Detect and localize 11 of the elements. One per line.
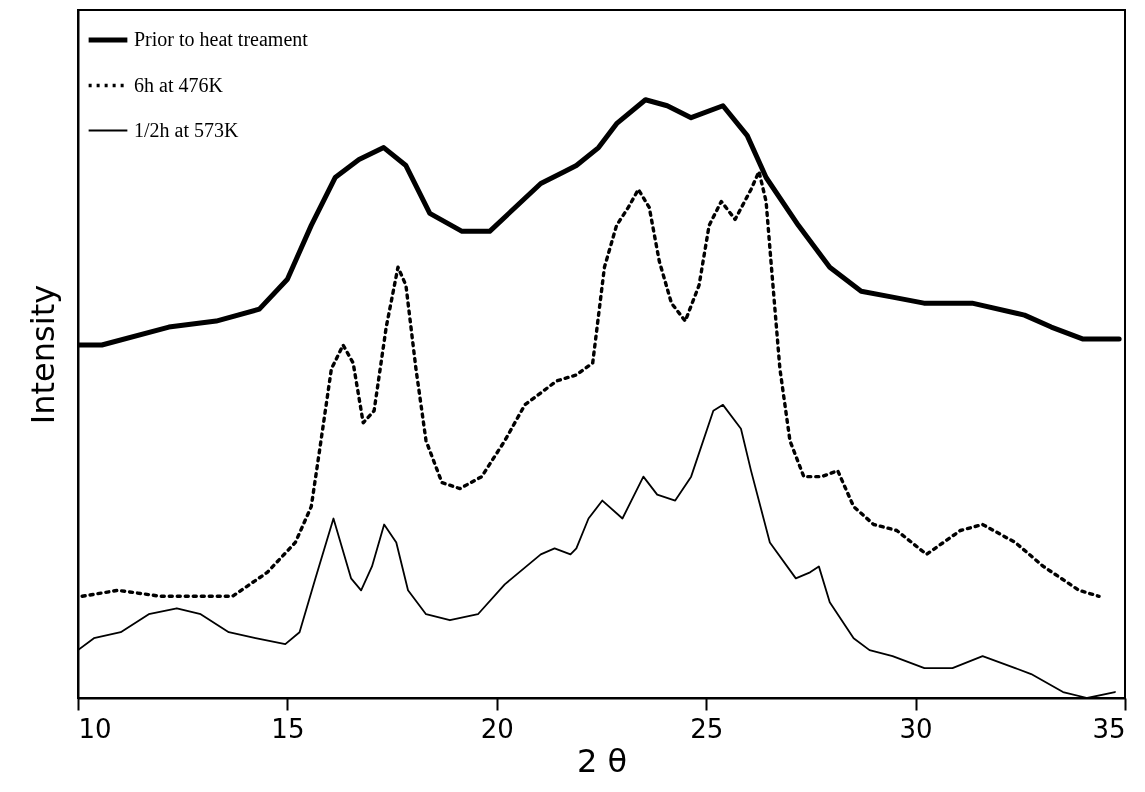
x-tick-label: 25 (690, 713, 724, 744)
x-tick-label: 10 (78, 713, 112, 744)
x-tick-label: 35 (1092, 713, 1126, 744)
x-tick-label: 30 (899, 713, 933, 744)
y-axis-title: Intensity (23, 284, 62, 425)
legend-label: Prior to heat treament (134, 28, 309, 50)
legend-label: 6h at 476K (134, 73, 224, 96)
x-tick-label: 15 (271, 713, 305, 744)
x-axis-title: 2 θ (576, 741, 628, 780)
x-tick-label: 20 (480, 713, 514, 744)
legend-label: 1/2h at 573K (134, 118, 239, 141)
